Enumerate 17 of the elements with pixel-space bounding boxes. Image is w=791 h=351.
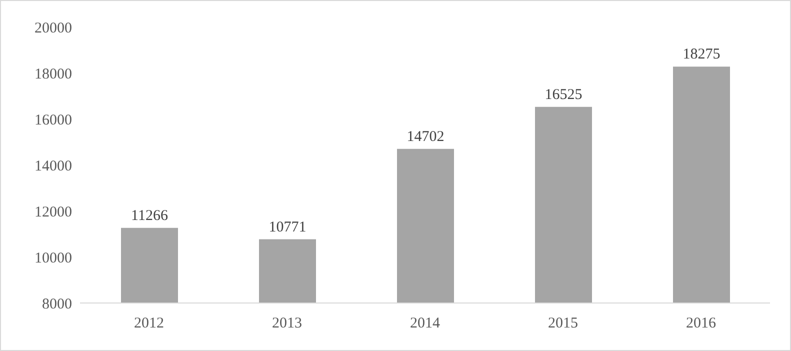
- y-tick-label: 12000: [34, 204, 72, 220]
- x-tick-label: 2015: [548, 316, 578, 332]
- x-tick-label: 2013: [272, 316, 302, 332]
- data-label: 16525: [544, 86, 582, 103]
- x-tick-label: 2014: [410, 316, 440, 332]
- y-tick-label: 14000: [34, 158, 72, 174]
- x-tick-label: 2012: [134, 316, 164, 332]
- data-label: 11266: [131, 208, 168, 224]
- y-tick-label: 18000: [34, 66, 72, 82]
- y-tick-label: 10000: [34, 250, 72, 266]
- data-label: 14702: [406, 128, 444, 145]
- x-tick-label: 2016: [686, 316, 716, 332]
- y-tick-label: 20000: [34, 20, 72, 36]
- data-label: 10771: [268, 219, 306, 236]
- y-tick-label: 8000: [42, 296, 72, 312]
- data-label: 18275: [682, 46, 720, 63]
- y-tick-label: 16000: [34, 112, 72, 128]
